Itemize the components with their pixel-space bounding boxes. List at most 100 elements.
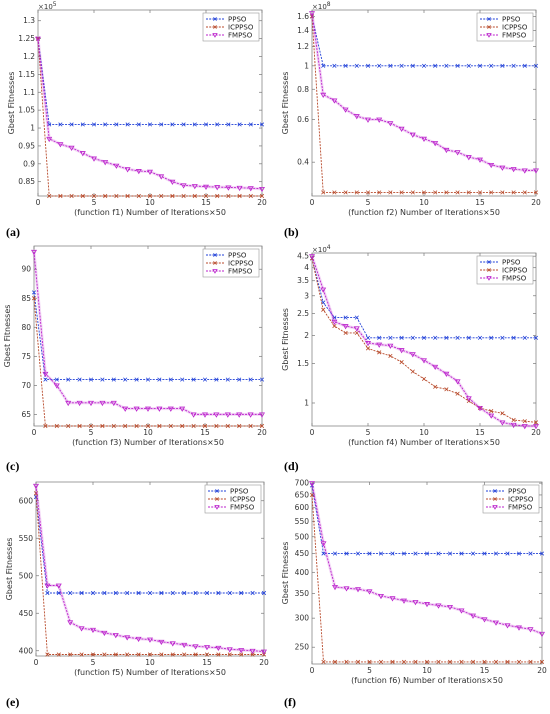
data-point-icppso xyxy=(355,659,361,664)
data-point-fmpso xyxy=(527,627,534,633)
data-point-fmpso xyxy=(65,400,72,407)
data-point-icppso xyxy=(203,193,209,199)
data-point-ppso xyxy=(390,551,395,556)
data-point-icppso xyxy=(248,423,253,429)
data-point-ppso xyxy=(102,590,107,596)
data-point-fmpso xyxy=(424,602,430,608)
data-point-ppso xyxy=(433,335,438,340)
data-point-ppso xyxy=(459,551,464,556)
data-point-fmpso xyxy=(55,583,62,589)
data-point-fmpso xyxy=(44,583,51,589)
y-tick-label: 600 xyxy=(295,503,310,512)
data-point-fmpso xyxy=(102,160,109,166)
data-point-fmpso xyxy=(236,185,243,192)
data-point-fmpso xyxy=(421,358,427,364)
data-point-icppso xyxy=(91,193,97,199)
data-point-fmpso xyxy=(510,167,517,173)
legend-marker xyxy=(486,276,492,281)
data-point-ppso xyxy=(136,590,141,596)
data-point-fmpso xyxy=(78,626,85,632)
legend-marker xyxy=(487,260,491,264)
y-tick-label: 0.4 xyxy=(297,158,309,167)
data-point-icppso xyxy=(33,491,39,496)
data-point-fmpso xyxy=(366,589,373,595)
data-point-icppso xyxy=(309,492,315,498)
data-point-fmpso xyxy=(53,383,60,389)
legend-marker xyxy=(213,261,217,265)
data-point-icppso xyxy=(80,193,85,199)
x-tick-label: 10 xyxy=(145,658,155,667)
data-point-icppso xyxy=(482,659,487,664)
y-tick-label: 4.5 xyxy=(297,252,309,261)
data-point-icppso xyxy=(399,360,404,365)
data-point-icppso xyxy=(436,659,441,664)
y-tick-label: 1 xyxy=(304,61,309,70)
data-point-fmpso xyxy=(465,155,472,161)
series-line-fmpso xyxy=(311,13,536,171)
data-point-fmpso xyxy=(169,641,176,647)
data-point-ppso xyxy=(193,590,198,596)
data-point-ppso xyxy=(332,315,337,320)
y-tick-label: 450 xyxy=(295,549,310,558)
x-axis-label: (function f5) Number of Iterations×50 xyxy=(74,668,226,677)
y-tick-label: 70 xyxy=(21,381,31,390)
data-point-ppso xyxy=(489,335,494,340)
data-point-fmpso xyxy=(190,412,197,418)
data-point-fmpso xyxy=(516,625,522,631)
legend-marker xyxy=(214,505,220,510)
legend-label-icppso: ICPPSO xyxy=(502,267,528,275)
data-point-fmpso xyxy=(215,645,222,652)
panel-label: (c) xyxy=(6,459,19,473)
data-point-icppso xyxy=(466,190,471,195)
data-point-icppso xyxy=(136,652,141,657)
data-point-fmpso xyxy=(67,620,74,626)
x-axis-label: (function f1) Number of Iterations×50 xyxy=(74,208,226,217)
y-tick-label: 2.5 xyxy=(297,309,309,318)
data-point-fmpso xyxy=(447,604,453,611)
data-point-icppso xyxy=(77,423,82,429)
data-point-icppso xyxy=(68,652,73,657)
data-point-icppso xyxy=(214,423,219,429)
data-point-icppso xyxy=(321,190,326,195)
data-point-fmpso xyxy=(214,185,221,191)
data-point-ppso xyxy=(90,590,96,596)
data-point-fmpso xyxy=(238,648,245,654)
data-point-fmpso xyxy=(135,169,142,175)
data-point-icppso xyxy=(90,652,96,657)
data-point-icppso xyxy=(31,296,37,301)
data-point-icppso xyxy=(168,423,173,429)
data-point-ppso xyxy=(466,63,471,68)
data-point-ppso xyxy=(455,63,460,68)
data-point-ppso xyxy=(237,122,242,127)
x-tick-label: 0 xyxy=(32,428,37,437)
data-point-fmpso xyxy=(42,371,49,378)
y-tick-label: 0.8 xyxy=(297,85,309,94)
data-point-fmpso xyxy=(79,151,86,157)
y-tick-label: 700 xyxy=(295,479,310,488)
data-point-ppso xyxy=(69,122,74,127)
series-line-fmpso xyxy=(311,256,536,427)
data-point-icppso xyxy=(500,190,505,195)
x-tick-label: 15 xyxy=(480,666,490,675)
legend-box xyxy=(202,248,260,278)
series-line-ppso xyxy=(311,258,536,339)
data-point-icppso xyxy=(399,190,404,195)
data-point-ppso xyxy=(77,377,82,382)
data-point-ppso xyxy=(321,63,326,68)
data-point-fmpso xyxy=(261,649,267,655)
y-axis-label: Gbest Fitnesses xyxy=(281,542,290,605)
data-point-icppso xyxy=(239,652,244,657)
x-tick-label: 15 xyxy=(202,658,212,667)
legend-box xyxy=(476,12,534,42)
data-point-icppso xyxy=(433,384,438,389)
data-point-fmpso xyxy=(435,603,442,609)
data-point-ppso xyxy=(343,63,348,68)
data-point-ppso xyxy=(500,63,505,68)
data-point-fmpso xyxy=(521,168,528,174)
data-point-icppso xyxy=(367,659,372,664)
data-point-fmpso xyxy=(398,348,405,354)
data-point-icppso xyxy=(147,193,153,199)
data-point-ppso xyxy=(489,63,494,68)
